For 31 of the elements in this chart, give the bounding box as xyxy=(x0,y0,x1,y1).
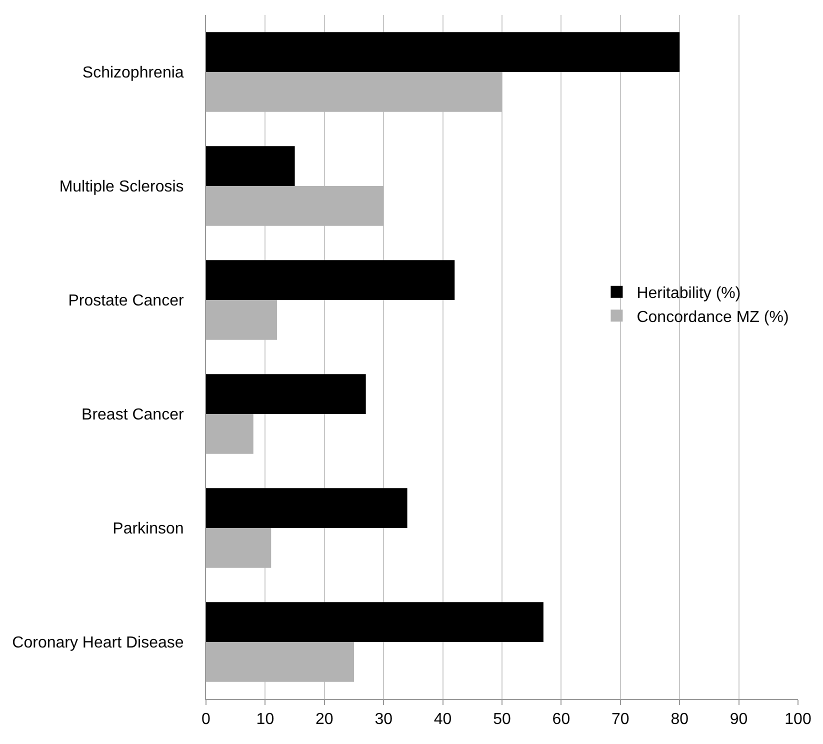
y-tick-label: Prostate Cancer xyxy=(68,292,184,310)
x-tick-label: 90 xyxy=(730,711,748,728)
bar xyxy=(206,602,544,642)
y-tick-label: Multiple Sclerosis xyxy=(59,178,184,196)
x-tick-label: 30 xyxy=(374,711,393,728)
x-tick-label: 50 xyxy=(493,711,511,728)
x-tick-label: 10 xyxy=(256,711,274,728)
y-tick-label: Schizophrenia xyxy=(82,64,184,82)
bar xyxy=(206,32,680,72)
bar xyxy=(206,488,408,528)
x-tick-label: 100 xyxy=(784,711,812,728)
bar xyxy=(206,642,354,682)
bar xyxy=(206,186,384,226)
legend-label: Heritability (%) xyxy=(636,285,741,302)
x-tick-label: 0 xyxy=(202,711,211,728)
bar xyxy=(206,374,366,414)
legend-label: Concordance MZ (%) xyxy=(636,308,789,326)
x-tick-label: 80 xyxy=(670,711,689,728)
x-tick-label: 60 xyxy=(552,711,570,728)
bar xyxy=(206,72,502,112)
y-tick-label: Parkinson xyxy=(112,520,184,538)
y-tick-label: Coronary Heart Disease xyxy=(12,634,184,652)
bar xyxy=(206,146,295,186)
y-tick-label: Breast Cancer xyxy=(82,406,184,424)
bar xyxy=(206,300,278,340)
bar xyxy=(206,414,254,454)
x-tick-label: 40 xyxy=(434,711,452,728)
bar xyxy=(206,260,455,300)
bar xyxy=(206,528,272,568)
x-tick-label: 20 xyxy=(316,711,334,728)
x-tick-label: 70 xyxy=(612,711,630,728)
